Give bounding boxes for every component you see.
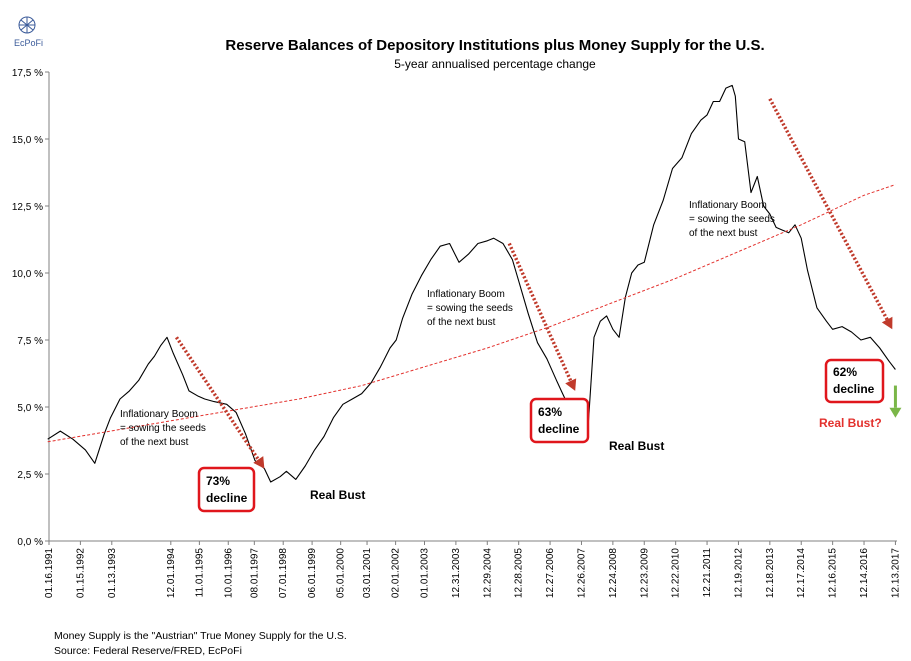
annotation-line: of the next bust <box>689 228 758 239</box>
y-tick-label: 12,5 % <box>12 202 43 213</box>
annotation-line: = sowing the seeds <box>427 303 513 314</box>
down-arrow-icon <box>889 385 902 418</box>
x-tick-label: 11.01.1995 <box>194 548 205 598</box>
arrow-head <box>253 456 265 469</box>
annotation-line: Inflationary Boom <box>120 409 198 420</box>
x-tick-label: 12.18.2013 <box>765 548 776 598</box>
ecpofi-logo: EcPoFi <box>14 16 43 48</box>
decline-percent: 62% <box>833 365 857 379</box>
x-tick-label: 12.01.1994 <box>166 548 177 598</box>
decline-box-frame <box>197 466 256 513</box>
real-bust-label-1: Real Bust <box>310 488 365 502</box>
y-tick-label: 10,0 % <box>12 269 43 280</box>
decline-percent: 73% <box>206 474 230 488</box>
y-tick-label: 15,0 % <box>12 135 43 146</box>
trend-arrow-3 <box>768 97 893 330</box>
x-tick-label: 12.29.2004 <box>482 548 493 598</box>
y-tick-label: 7,5 % <box>17 336 43 347</box>
footnote-line-1: Money Supply is the "Austrian" True Mone… <box>54 630 347 642</box>
decline-label: decline <box>538 422 580 436</box>
x-tick-label: 03.01.2001 <box>362 548 373 598</box>
arrow-head <box>881 316 893 330</box>
y-tick-label: 5,0 % <box>17 403 43 414</box>
x-tick-label: 05.01.2000 <box>336 548 347 598</box>
arrow-layer <box>175 97 902 469</box>
decline-box-1: 73% decline <box>197 466 256 513</box>
annotation-boom-2: Inflationary Boom = sowing the seeds of … <box>427 289 513 328</box>
decline-label: decline <box>206 491 248 505</box>
decline-box-2: 63% decline <box>529 397 590 444</box>
y-tick-label: 2,5 % <box>17 470 43 481</box>
y-tick-label: 0,0 % <box>17 537 43 548</box>
x-tick-label: 12.23.2009 <box>639 548 650 598</box>
x-tick-label: 12.22.2010 <box>671 548 682 598</box>
arrow-shaft <box>507 242 573 382</box>
arrow-shaft <box>768 97 889 321</box>
series-line-1 <box>47 84 896 483</box>
annotation-boom-1: Inflationary Boom = sowing the seeds of … <box>120 409 206 448</box>
logo-text: EcPoFi <box>14 38 43 48</box>
real-bust-label-2: Real Bust <box>609 439 664 453</box>
x-tick-label: 12.27.2006 <box>545 548 556 598</box>
decline-box-3: 62% decline <box>824 358 885 404</box>
y-tick-label: 17,5 % <box>12 68 43 79</box>
footnote-line-2: Source: Federal Reserve/FRED, EcPoFi <box>54 645 242 657</box>
arrow-shaft <box>175 336 260 461</box>
x-tick-label: 12.14.2016 <box>859 548 870 598</box>
real-bust-label-3: Real Bust? <box>819 416 882 430</box>
x-tick-label: 12.28.2005 <box>514 548 525 598</box>
x-tick-label: 12.21.2011 <box>702 548 713 598</box>
decline-percent: 63% <box>538 405 562 419</box>
decline-label: decline <box>833 382 875 396</box>
annotation-line: = sowing the seeds <box>689 214 775 225</box>
decline-box-frame <box>529 397 590 444</box>
x-tick-label: 07.01.1998 <box>278 548 289 598</box>
x-tick-label: 08.01.1997 <box>249 548 260 598</box>
annotation-line: of the next bust <box>427 317 496 328</box>
x-tick-label: 12.17.2014 <box>796 548 807 598</box>
annotation-line: Inflationary Boom <box>689 200 767 211</box>
x-tick-label: 12.13.2017 <box>890 548 901 598</box>
annotation-boom-3: Inflationary Boom = sowing the seeds of … <box>689 200 775 239</box>
trend-arrow-2 <box>507 242 577 391</box>
x-tick-label: 10.01.1996 <box>223 548 234 598</box>
chart-subtitle: 5-year annualised percentage change <box>394 57 596 71</box>
decline-box-frame <box>824 358 885 404</box>
x-tick-label: 12.19.2012 <box>733 548 744 598</box>
x-tick-label: 12.24.2008 <box>608 548 619 598</box>
arrow-head <box>889 407 902 418</box>
trend-arrow-1 <box>175 336 265 469</box>
x-tick-label: 06.01.1999 <box>307 548 318 598</box>
y-ticks: 0,0 % 2,5 % 5,0 % 7,5 % 10,0 % 12,5 % 15,0 % 17… <box>12 68 49 548</box>
globe-icon <box>18 16 36 34</box>
arrow-head <box>565 378 577 391</box>
annotation-line: Inflationary Boom <box>427 289 505 300</box>
x-tick-label: 01.15.1992 <box>75 548 86 598</box>
x-tick-label: 02.01.2002 <box>391 548 402 598</box>
x-tick-label: 01.01.2003 <box>419 548 430 598</box>
x-tick-label: 01.13.1993 <box>107 548 118 598</box>
x-tick-label: 12.31.2003 <box>451 548 462 598</box>
x-tick-label: 12.26.2007 <box>576 548 587 598</box>
chart-title: Reserve Balances of Depository Instituti… <box>225 37 764 54</box>
annotation-line: of the next bust <box>120 437 189 448</box>
x-tick-label: 01.16.1991 <box>44 548 55 598</box>
x-tick-label: 12.16.2015 <box>828 548 839 598</box>
x-ticks: 01.16.1991 01.15.1992 01.13.1993 12.01.1994… <box>44 541 901 598</box>
series-layer <box>47 84 896 483</box>
series-line-2 <box>47 184 896 443</box>
annotation-line: = sowing the seeds <box>120 423 206 434</box>
